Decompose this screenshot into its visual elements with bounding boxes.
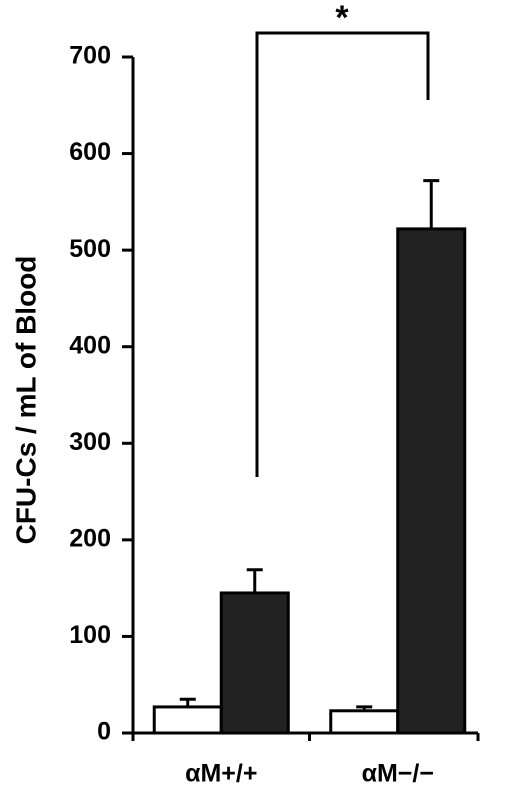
y-tick-label: 0 xyxy=(97,718,111,746)
bar xyxy=(152,705,223,735)
bar xyxy=(396,227,467,735)
x-tick-label: αM+/+ xyxy=(185,760,257,788)
x-tick-label: αM−/− xyxy=(362,760,434,788)
y-axis-label: CFU-Cs / mL of Blood xyxy=(10,256,41,545)
y-tick-label: 600 xyxy=(69,138,111,166)
bar xyxy=(219,591,290,735)
significance-bracket xyxy=(255,31,430,477)
bar xyxy=(329,709,400,735)
y-tick-label: 300 xyxy=(69,428,111,456)
significance-marker: * xyxy=(335,0,349,37)
y-tick-label: 100 xyxy=(69,621,111,649)
y-tick-label: 400 xyxy=(69,331,111,359)
y-tick-label: 700 xyxy=(69,42,111,70)
y-tick-label: 200 xyxy=(69,524,111,552)
y-tick-label: 500 xyxy=(69,235,111,263)
